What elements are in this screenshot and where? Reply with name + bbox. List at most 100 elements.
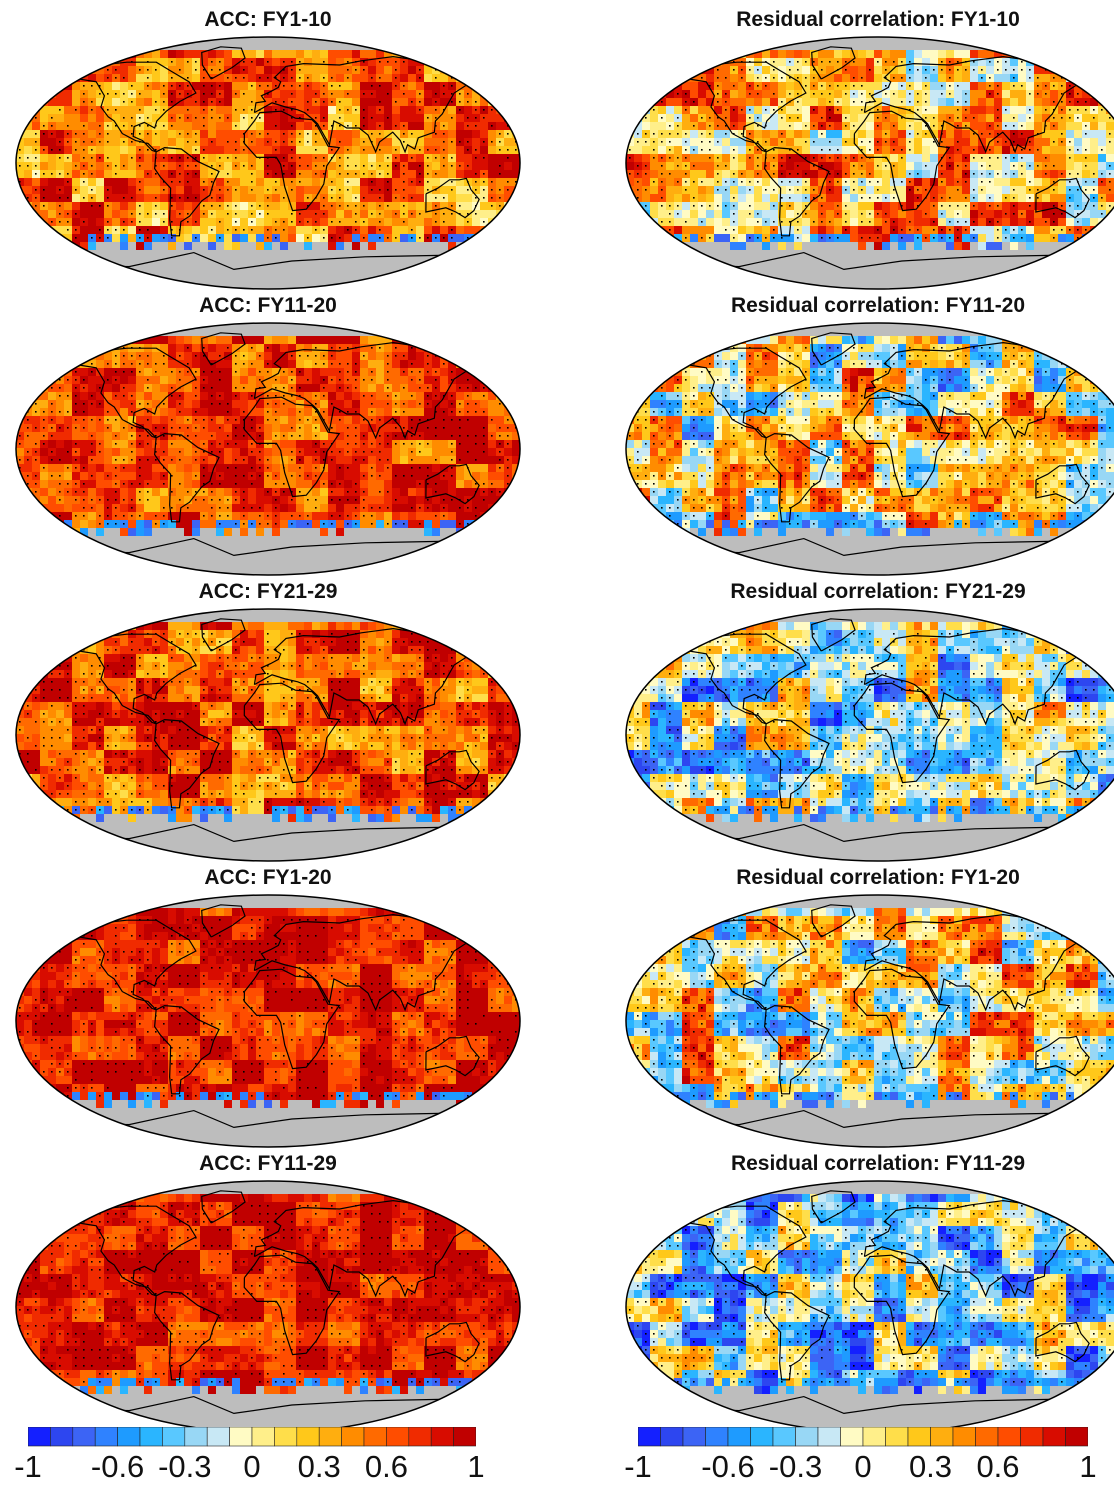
colorbar-swatch bbox=[28, 1427, 51, 1447]
coastline bbox=[201, 618, 246, 652]
colorbar-swatch bbox=[817, 1427, 841, 1447]
grid-cells bbox=[626, 895, 1114, 1147]
coastline bbox=[666, 823, 1090, 843]
colorbar-swatch bbox=[94, 1427, 118, 1447]
correlation-map bbox=[625, 894, 1114, 1148]
coastline bbox=[56, 823, 480, 843]
coastline bbox=[425, 463, 480, 505]
colorbar-swatch bbox=[184, 1427, 208, 1447]
coastline bbox=[853, 682, 951, 784]
coastline bbox=[425, 1035, 480, 1077]
coastline bbox=[243, 968, 341, 1070]
correlation-map bbox=[15, 322, 521, 576]
coastline bbox=[56, 251, 480, 271]
coastline bbox=[670, 1205, 807, 1297]
grid-cells bbox=[16, 37, 520, 289]
colorbar-swatch bbox=[274, 1427, 298, 1447]
correlation-map bbox=[625, 1180, 1114, 1434]
coastline bbox=[253, 1199, 492, 1298]
colorbar-tick-label: 1 bbox=[1079, 1449, 1096, 1485]
coastline bbox=[764, 146, 830, 237]
coastline bbox=[60, 919, 197, 1011]
coastline bbox=[201, 1190, 246, 1224]
coastline bbox=[60, 633, 197, 725]
coastline bbox=[670, 919, 807, 1011]
grid-cells bbox=[16, 609, 520, 861]
coastline bbox=[853, 1254, 951, 1356]
panel-title: ACC: FY11-29 bbox=[8, 1152, 528, 1176]
coastline bbox=[863, 55, 1102, 154]
coastline bbox=[253, 55, 492, 154]
correlation-map bbox=[15, 608, 521, 862]
coastline bbox=[811, 46, 856, 80]
coastline bbox=[811, 332, 856, 366]
colorbar-swatch bbox=[1020, 1427, 1044, 1447]
coastline bbox=[666, 1109, 1090, 1129]
coastline bbox=[811, 618, 856, 652]
map-border bbox=[15, 36, 521, 290]
colorbar-tick-label: -1 bbox=[14, 1449, 42, 1485]
coastline bbox=[863, 913, 1102, 1012]
colorbar-swatch bbox=[1042, 1427, 1066, 1447]
coastline bbox=[670, 347, 807, 439]
colorbar-swatch bbox=[162, 1427, 186, 1447]
coastline bbox=[1035, 1321, 1090, 1363]
colorbar-swatch bbox=[885, 1427, 909, 1447]
coastline bbox=[764, 1004, 830, 1095]
map-border bbox=[625, 608, 1114, 862]
grid-cells bbox=[626, 609, 1114, 861]
coastline bbox=[253, 627, 492, 726]
grid-cells bbox=[626, 37, 1114, 289]
coastline bbox=[243, 110, 341, 212]
colorbar-swatch bbox=[930, 1427, 954, 1447]
colorbar-swatch bbox=[408, 1427, 432, 1447]
coastline bbox=[154, 1290, 220, 1381]
coastline bbox=[811, 904, 856, 938]
colorbar-swatch bbox=[251, 1427, 275, 1447]
coastline bbox=[201, 332, 246, 366]
coastline bbox=[863, 1199, 1102, 1298]
coastline bbox=[201, 904, 246, 938]
map-border bbox=[15, 608, 521, 862]
correlation-map bbox=[15, 1180, 521, 1434]
colorbar-swatch bbox=[772, 1427, 796, 1447]
coastline bbox=[60, 1205, 197, 1297]
grid-cells bbox=[626, 323, 1114, 575]
panel-title: Residual correlation: FY1-20 bbox=[618, 866, 1114, 890]
colorbar-swatch bbox=[660, 1427, 684, 1447]
colorbar-swatch bbox=[206, 1427, 230, 1447]
colorbar-tick-label: -0.3 bbox=[158, 1449, 211, 1485]
colorbar-swatches bbox=[638, 1427, 1088, 1447]
correlation-map bbox=[15, 36, 521, 290]
coastline bbox=[154, 1004, 220, 1095]
correlation-map bbox=[625, 36, 1114, 290]
correlation-map bbox=[625, 608, 1114, 862]
colorbar-swatch bbox=[952, 1427, 976, 1447]
coastline bbox=[425, 749, 480, 791]
coastline bbox=[56, 537, 480, 557]
colorbar: -1 -0.6 -0.3 0 0.3 0.6 1 bbox=[14, 1427, 485, 1489]
correlation-map bbox=[625, 322, 1114, 576]
panel-title: ACC: FY1-20 bbox=[8, 866, 528, 890]
coastline bbox=[670, 633, 807, 725]
coastline bbox=[853, 396, 951, 498]
coastline bbox=[764, 432, 830, 523]
coastline bbox=[56, 1109, 480, 1129]
coastline bbox=[201, 46, 246, 80]
colorbar-swatch bbox=[840, 1427, 864, 1447]
colorbar-swatch bbox=[862, 1427, 886, 1447]
coastline bbox=[1035, 1035, 1090, 1077]
coastline bbox=[60, 61, 197, 153]
coastline bbox=[863, 341, 1102, 440]
panel-title: ACC: FY11-20 bbox=[8, 294, 528, 318]
coastline bbox=[764, 718, 830, 809]
coastline bbox=[764, 1290, 830, 1381]
coastline bbox=[154, 718, 220, 809]
coastline bbox=[1035, 463, 1090, 505]
panel-title: Residual correlation: FY21-29 bbox=[618, 580, 1114, 604]
colorbar-swatch bbox=[638, 1427, 661, 1447]
colorbar: -1 -0.6 -0.3 0 0.3 0.6 1 bbox=[624, 1427, 1097, 1489]
colorbar-swatch bbox=[117, 1427, 141, 1447]
colorbar-tick-label: 0.3 bbox=[298, 1449, 341, 1485]
colorbar-swatch bbox=[705, 1427, 729, 1447]
